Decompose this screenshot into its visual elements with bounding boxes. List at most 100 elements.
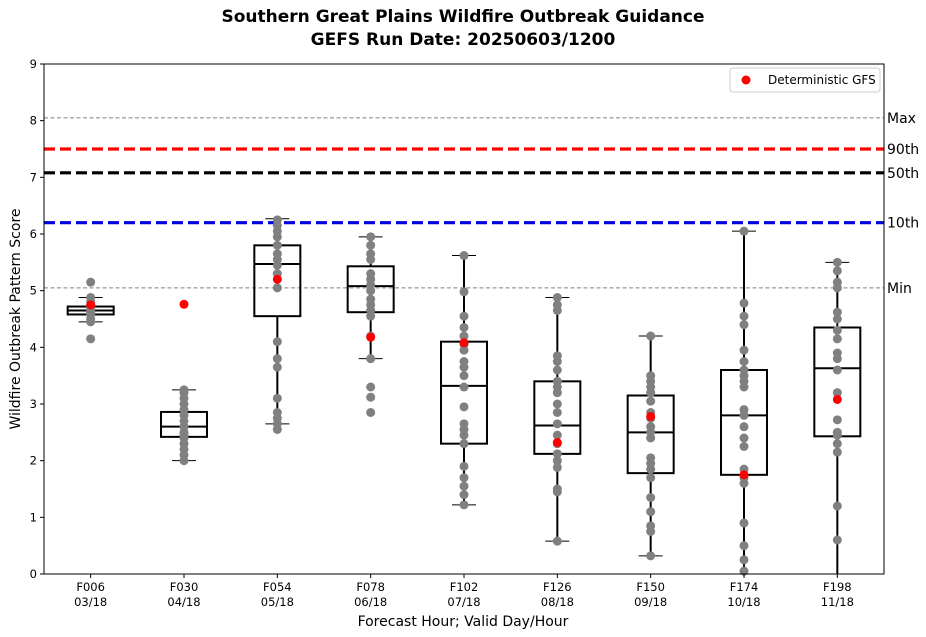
member-point [552, 292, 562, 302]
member-point [646, 453, 656, 463]
x-tick-label-valid: 04/18 [167, 595, 200, 609]
member-point [739, 422, 749, 432]
x-tick-label-valid: 10/18 [727, 595, 760, 609]
y-tick-label: 9 [30, 57, 37, 71]
member-point [272, 215, 282, 225]
member-point [552, 408, 562, 417]
legend-label: Deterministic GFS [768, 73, 876, 87]
member-point [552, 376, 562, 386]
member-point [272, 362, 282, 372]
deterministic-point [86, 300, 96, 310]
member-point [272, 240, 282, 250]
x-tick-label-valid: 07/18 [447, 595, 480, 609]
x-axis-label: Forecast Hour; Valid Day/Hour [358, 614, 569, 630]
member-point [459, 287, 469, 297]
x-tick-label-hour: F102 [450, 580, 479, 594]
legend-box [729, 67, 881, 93]
member-point [832, 348, 842, 358]
x-tick-label-hour: F198 [823, 580, 852, 594]
member-point [739, 357, 749, 366]
member-point [459, 481, 469, 491]
member-point [459, 473, 469, 483]
member-point [459, 461, 469, 471]
member-point [459, 490, 469, 500]
member-point [646, 507, 656, 517]
member-point [366, 294, 376, 304]
member-point [646, 371, 656, 381]
x-tick-label-hour: F006 [76, 580, 105, 594]
member-point [272, 354, 282, 364]
deterministic-point [739, 470, 749, 480]
member-point [459, 419, 469, 429]
member-point [646, 396, 656, 406]
member-point [832, 365, 842, 375]
y-tick-label: 0 [30, 567, 37, 581]
reference-label-10th: 10th [887, 216, 919, 232]
member-point [366, 249, 376, 259]
member-point [366, 354, 376, 364]
member-point [552, 365, 562, 375]
deterministic-points [86, 274, 842, 480]
x-tick-label-hour: F174 [730, 580, 759, 594]
deterministic-point [832, 394, 842, 404]
member-point [459, 439, 469, 449]
member-point [86, 334, 96, 344]
y-tick-label: 1 [30, 510, 37, 524]
legend-marker [741, 75, 751, 85]
member-point [459, 251, 469, 261]
member-point [832, 427, 842, 437]
x-tick-label-hour: F126 [543, 580, 572, 594]
member-point [366, 232, 376, 242]
y-tick-label: 7 [30, 170, 37, 184]
member-point [272, 283, 282, 293]
member-point [646, 493, 656, 502]
member-point [366, 392, 376, 402]
member-point [739, 442, 749, 451]
deterministic-point [552, 438, 562, 448]
member-point [86, 292, 96, 302]
member-point [552, 430, 562, 440]
member-point [832, 439, 842, 449]
y-axis-label: Wildfire Outbreak Pattern Score [8, 208, 24, 429]
y-tick-label: 4 [30, 340, 37, 354]
member-point [646, 331, 656, 341]
member-point [739, 566, 749, 576]
member-point [832, 277, 842, 287]
member-point [832, 501, 842, 511]
member-point [366, 269, 376, 279]
deterministic-point [366, 332, 376, 342]
member-point [739, 320, 749, 330]
member-point [459, 371, 469, 381]
reference-label-min: Min [887, 281, 912, 297]
member-point [552, 456, 562, 466]
deterministic-point [646, 411, 656, 421]
member-point [832, 388, 842, 398]
member-point [646, 422, 656, 432]
member-point [739, 433, 749, 443]
y-tick-label: 5 [30, 284, 37, 298]
legend: Deterministic GFS [729, 67, 881, 93]
x-tick-label-hour: F150 [636, 580, 665, 594]
member-point [552, 462, 562, 472]
member-point [459, 331, 469, 341]
member-point [459, 382, 469, 392]
reference-label-max: Max [887, 111, 916, 127]
reference-label-90th: 90th [887, 142, 919, 158]
member-point [739, 226, 749, 236]
member-point [739, 311, 749, 321]
member-point [832, 447, 842, 457]
member-point [552, 419, 562, 429]
deterministic-point [179, 299, 189, 309]
member-point [272, 249, 282, 259]
member-point [552, 399, 562, 409]
member-points [86, 215, 842, 576]
member-point [552, 536, 562, 546]
member-point [832, 325, 842, 335]
member-point [459, 323, 469, 332]
member-point [739, 345, 749, 355]
y-tick-label: 2 [30, 454, 37, 468]
member-point [646, 551, 656, 561]
reference-label-50th: 50th [887, 166, 919, 182]
